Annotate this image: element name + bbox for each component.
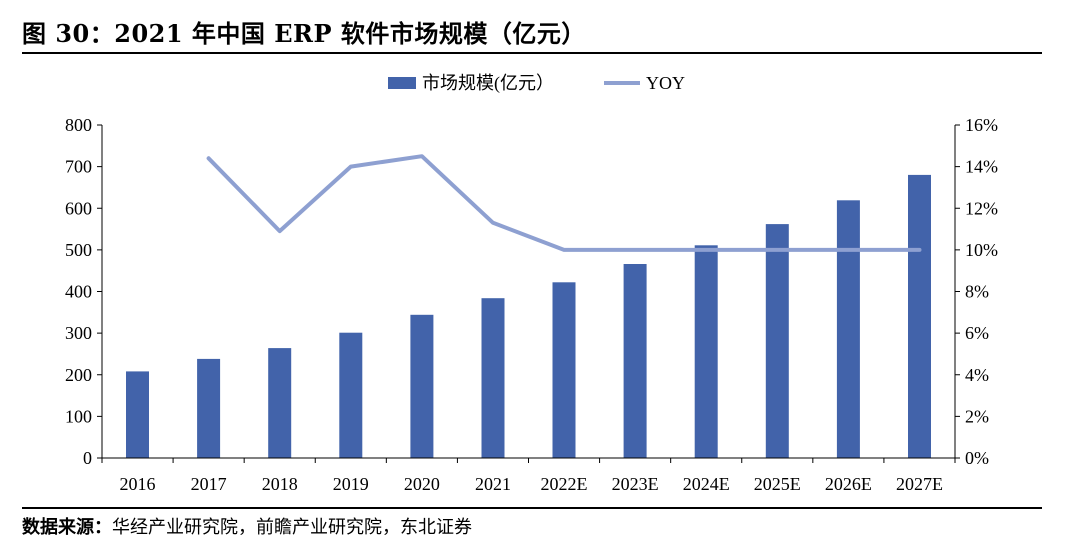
right-tick-label: 12% [965,198,998,218]
left-tick-label: 500 [65,240,92,260]
bar [197,358,221,458]
source-divider [22,507,1042,509]
x-tick-label: 2018 [262,474,298,494]
right-tick-label: 10% [965,240,998,260]
left-tick-label: 700 [65,157,92,177]
right-tick-label: 0% [965,448,989,468]
bar [623,264,647,458]
x-tick-label: 2017 [191,474,227,494]
x-tick-label: 2024E [683,474,730,494]
x-tick-label: 2027E [896,474,943,494]
source-text: 华经产业研究院，前瞻产业研究院，东北证券 [112,517,472,538]
right-tick-label: 2% [965,406,989,426]
right-tick-label: 6% [965,323,989,343]
right-tick-label: 14% [965,157,998,177]
title-divider [22,52,1042,54]
source-note: 数据来源：华经产业研究院，前瞻产业研究院，东北证券 [22,513,472,539]
bar-series [126,174,931,459]
right-tick-label: 8% [965,282,989,302]
x-tick-label: 2016 [120,474,156,494]
legend-line-label: YOY [646,73,685,93]
left-tick-label: 300 [65,323,92,343]
axes: 0 100 200 300 400 500 600 700 800 0% 2% 4% 6% 8% 10% 12… [65,115,998,494]
bar [836,200,860,459]
left-tick-label: 100 [65,406,92,426]
line-series [206,154,922,252]
bar [268,348,292,458]
x-tick-label: 2021 [475,474,511,494]
x-tick-label: 2025E [754,474,801,494]
left-tick-label: 400 [65,282,92,302]
left-tick-label: 600 [65,198,92,218]
source-label: 数据来源： [22,517,112,538]
left-tick-label: 0 [83,448,92,468]
x-tick-label: 2022E [541,474,588,494]
x-tick-label: 2019 [333,474,369,494]
x-tick-label: 2023E [612,474,659,494]
right-tick-label: 16% [965,115,998,135]
bar [765,224,789,458]
bar [126,371,149,458]
legend-bar-label: 市场规模(亿元） [422,73,554,94]
legend-bar-swatch [388,77,416,89]
yoy-line [206,154,922,252]
x-tick-label: 2020 [404,474,440,494]
bar [481,298,505,458]
x-tick-label: 2026E [825,474,872,494]
bar [339,332,363,458]
bar [694,245,718,458]
legend: 市场规模(亿元） YOY [388,73,685,94]
bar [908,174,931,458]
bar [410,314,434,458]
left-tick-label: 800 [65,115,92,135]
figure-title: 图 30：2021 年中国 ERP 软件市场规模（亿元） [22,19,586,48]
right-tick-label: 4% [965,365,989,385]
left-tick-label: 200 [65,365,92,385]
bar [552,282,576,458]
